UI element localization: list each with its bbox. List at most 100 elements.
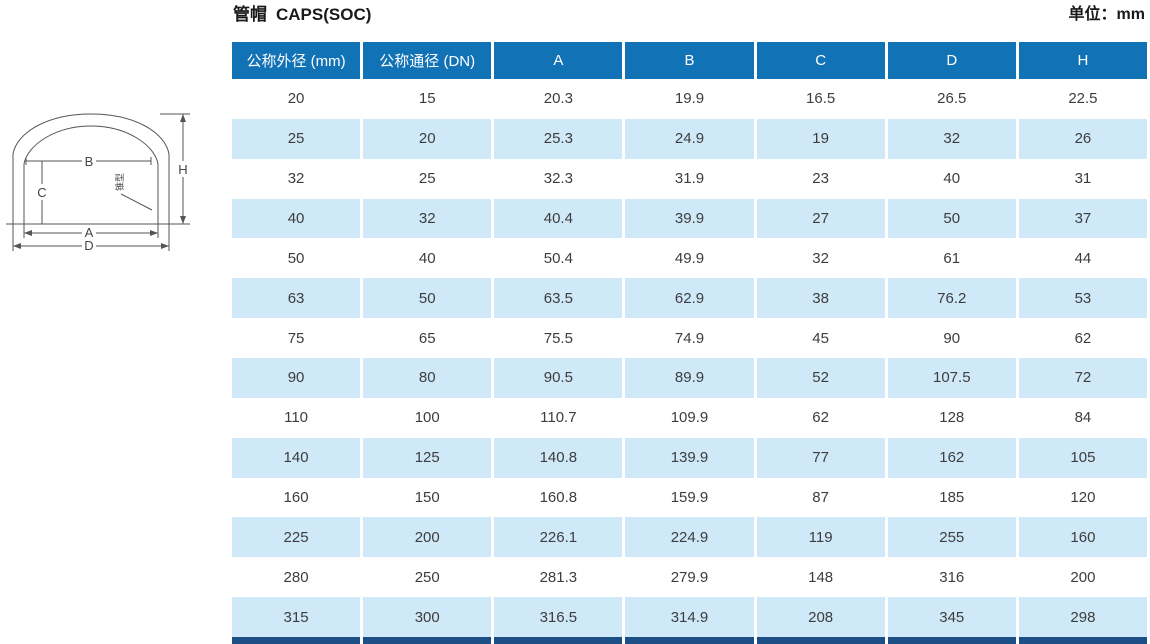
- table-cell-d: 162: [887, 437, 1016, 478]
- table-cell-h: 120: [1018, 477, 1147, 518]
- table-cell-c: 19: [756, 118, 885, 159]
- table-cell-outer-diameter: 140: [232, 437, 361, 478]
- table-cell-b: 314.9: [625, 597, 754, 638]
- table-cell-c: 77: [756, 437, 885, 478]
- taper-leader-line: [120, 193, 153, 211]
- table-cell-a: 75.5: [494, 318, 623, 359]
- dim-ext-a: [23, 224, 159, 238]
- table-cell-d: 316: [887, 557, 1016, 598]
- table-cell-outer-diameter: 90: [232, 358, 361, 398]
- table-cell-a: 110.7: [494, 397, 623, 438]
- table-cell-a: 32.3: [494, 158, 623, 199]
- table-cell-b: 139.9: [625, 437, 754, 478]
- table-cell-a: 20.3: [494, 79, 623, 119]
- table-cell-h: 44: [1018, 238, 1147, 279]
- table-cell-d: 76.2: [887, 278, 1016, 319]
- table-cell-h: 62: [1018, 318, 1147, 359]
- table-bottom-bar: [232, 637, 1147, 644]
- cap-inner-outline: [23, 125, 159, 224]
- table-cell-a: 226.1: [494, 517, 623, 558]
- table-cell-a: 25.3: [494, 118, 623, 159]
- table-cell-b: 49.9: [625, 238, 754, 279]
- table-cell-c: 208: [756, 597, 885, 638]
- column-header: A: [494, 42, 623, 79]
- column-header: H: [1018, 42, 1147, 79]
- table-cell-outer-diameter: 75: [232, 318, 361, 359]
- table-cell-a: 316.5: [494, 597, 623, 638]
- table-cell-a: 90.5: [494, 358, 623, 398]
- table-cell-h: 53: [1018, 278, 1147, 319]
- table-cell-c: 27: [756, 198, 885, 239]
- table-cell-c: 52: [756, 358, 885, 398]
- table-cell-nominal-diameter: 250: [363, 557, 492, 598]
- table-cell-d: 26.5: [887, 79, 1016, 119]
- table-cell-b: 109.9: [625, 397, 754, 438]
- table-cell-d: 128: [887, 397, 1016, 438]
- table-cell-d: 90: [887, 318, 1016, 359]
- bottom-bar-segment: [1018, 637, 1147, 644]
- table-cell-d: 61: [887, 238, 1016, 279]
- table-cell-h: 72: [1018, 358, 1147, 398]
- table-cell-nominal-diameter: 25: [363, 158, 492, 199]
- table-cell-outer-diameter: 32: [232, 158, 361, 199]
- column-header: B: [625, 42, 754, 79]
- table-cell-c: 16.5: [756, 79, 885, 119]
- table-cell-c: 45: [756, 318, 885, 359]
- table-cell-h: 37: [1018, 198, 1147, 239]
- page-title-zh: 管帽: [233, 5, 267, 24]
- table-cell-b: 74.9: [625, 318, 754, 359]
- dim-label-c: C: [37, 185, 46, 200]
- column-header: 公称外径 (mm): [232, 42, 361, 79]
- cap-outer-outline: [12, 113, 170, 224]
- table-cell-c: 148: [756, 557, 885, 598]
- spec-table: 公称外径 (mm) 公称通径 (DN) A B C D H 20 15 20.3…: [232, 42, 1147, 638]
- table-cell-c: 119: [756, 517, 885, 558]
- table-cell-h: 22.5: [1018, 79, 1147, 119]
- table-cell-b: 159.9: [625, 477, 754, 518]
- table-cell-a: 63.5: [494, 278, 623, 319]
- bottom-bar-segment: [494, 637, 623, 644]
- table-cell-c: 32: [756, 238, 885, 279]
- table-cell-nominal-diameter: 150: [363, 477, 492, 518]
- page-title-en: CAPS(SOC): [276, 5, 372, 24]
- table-cell-c: 38: [756, 278, 885, 319]
- table-cell-nominal-diameter: 80: [363, 358, 492, 398]
- table-cell-outer-diameter: 160: [232, 477, 361, 518]
- bottom-bar-segment: [625, 637, 754, 644]
- table-cell-b: 279.9: [625, 557, 754, 598]
- bottom-bar-segment: [232, 637, 361, 644]
- table-cell-nominal-diameter: 50: [363, 278, 492, 319]
- bottom-bar-segment: [756, 637, 885, 644]
- bottom-bar-segment: [887, 637, 1016, 644]
- table-cell-nominal-diameter: 40: [363, 238, 492, 279]
- page-title: 管帽 CAPS(SOC): [233, 3, 371, 27]
- table-cell-outer-diameter: 315: [232, 597, 361, 638]
- table-cell-a: 281.3: [494, 557, 623, 598]
- table-cell-nominal-diameter: 100: [363, 397, 492, 438]
- table-cell-d: 185: [887, 477, 1016, 518]
- table-cell-h: 160: [1018, 517, 1147, 558]
- dim-label-d: D: [84, 238, 93, 253]
- dim-label-h: H: [178, 162, 187, 177]
- table-cell-h: 26: [1018, 118, 1147, 159]
- table-cell-a: 140.8: [494, 437, 623, 478]
- dim-label-b: B: [85, 154, 94, 169]
- column-header: D: [887, 42, 1016, 79]
- table-cell-d: 255: [887, 517, 1016, 558]
- table-cell-b: 62.9: [625, 278, 754, 319]
- table-cell-nominal-diameter: 65: [363, 318, 492, 359]
- table-cell-nominal-diameter: 200: [363, 517, 492, 558]
- taper-note: 锥型: [114, 173, 125, 191]
- table-cell-d: 40: [887, 158, 1016, 199]
- table-cell-outer-diameter: 50: [232, 238, 361, 279]
- column-header: C: [756, 42, 885, 79]
- table-cell-c: 23: [756, 158, 885, 199]
- table-body: 20 15 20.3 19.9 16.5 26.5 22.5 25 20 25.…: [232, 79, 1147, 638]
- table-cell-outer-diameter: 20: [232, 79, 361, 119]
- table-cell-b: 39.9: [625, 198, 754, 239]
- table-cell-d: 32: [887, 118, 1016, 159]
- table-cell-d: 50: [887, 198, 1016, 239]
- table-cell-outer-diameter: 110: [232, 397, 361, 438]
- table-cell-h: 105: [1018, 437, 1147, 478]
- table-cell-b: 24.9: [625, 118, 754, 159]
